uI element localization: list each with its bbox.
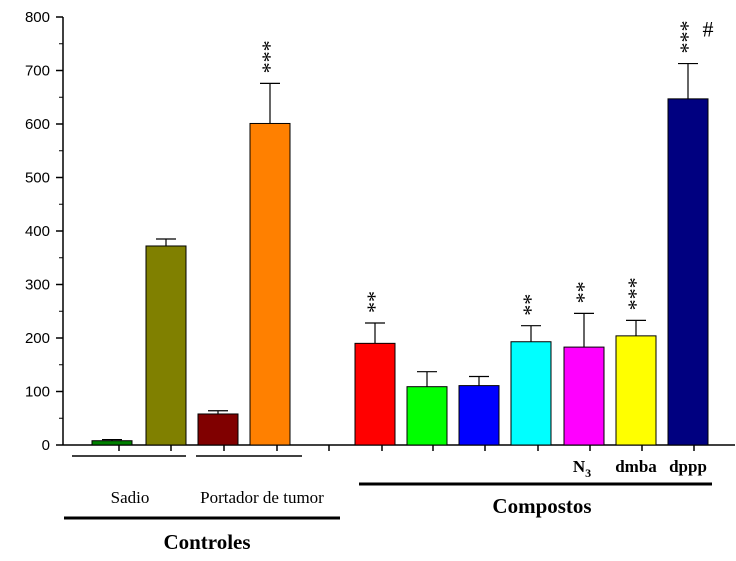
significance-stars: *** [623, 277, 648, 310]
supergroup-label: Compostos [492, 494, 591, 518]
bar [197, 413, 239, 446]
category-label: dppp [669, 457, 707, 476]
bar [667, 98, 709, 446]
significance-stars: *** [675, 21, 700, 54]
y-tick-label: 300 [25, 277, 50, 294]
bar [249, 122, 291, 446]
y-tick-label: 500 [25, 170, 50, 187]
significance-stars: *** [257, 40, 282, 73]
group-label: Sadio [111, 488, 150, 507]
significance-annotation: *** [257, 40, 282, 73]
bar [615, 335, 657, 446]
significance-annotation: ** [518, 294, 543, 316]
bar [91, 440, 133, 446]
bar [354, 342, 396, 446]
significance-annotation: *** [623, 277, 648, 310]
supergroup-label: Controles [163, 530, 250, 554]
significance-stars: ** [518, 294, 543, 316]
significance-annotation: ** [362, 291, 387, 313]
bar [406, 386, 448, 446]
category-label: dmba [615, 457, 657, 476]
significance-annotation: ** [571, 281, 596, 303]
y-tick-label: 600 [25, 116, 50, 133]
y-tick-label: 400 [25, 223, 50, 240]
y-tick-label: 800 [25, 9, 50, 26]
bars-layer [91, 62, 709, 446]
bar [510, 341, 552, 446]
bar [458, 385, 500, 446]
y-tick-label: 700 [25, 63, 50, 80]
y-tick-label: 200 [25, 330, 50, 347]
category-label: N3 [573, 457, 591, 480]
significance-hash: # [703, 17, 714, 42]
significance-stars: ** [571, 281, 596, 303]
bar [145, 245, 187, 446]
y-tick-label: 0 [42, 437, 50, 454]
significance-annotation: *** [675, 21, 700, 54]
group-label: Portador de tumor [200, 488, 324, 507]
bar [563, 346, 605, 446]
significance-stars: ** [362, 291, 387, 313]
y-tick-label: 100 [25, 384, 50, 401]
